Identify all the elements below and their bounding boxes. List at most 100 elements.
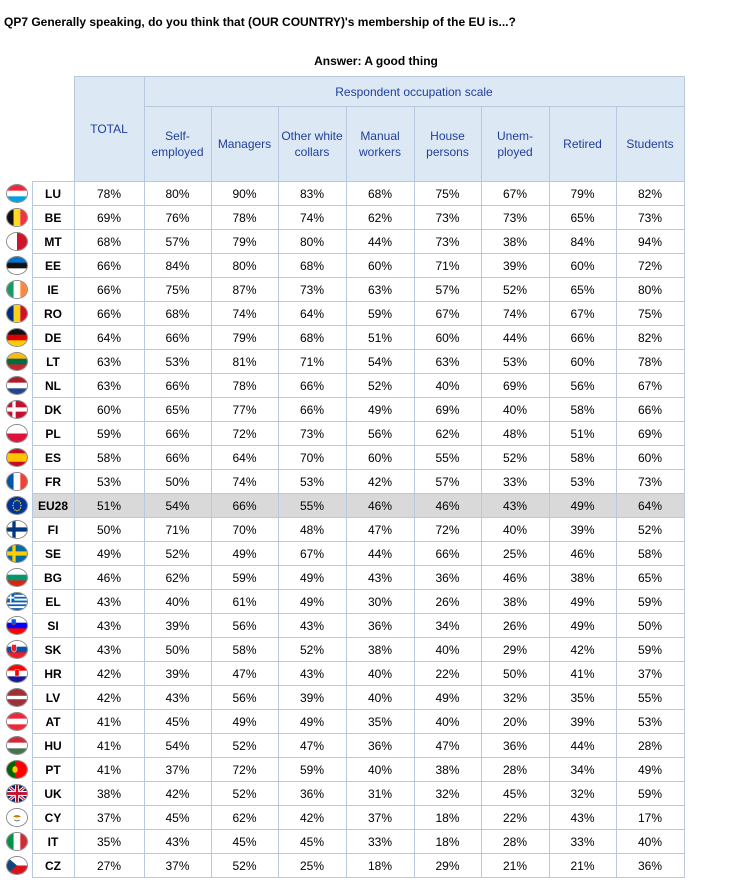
total-value: 66%	[73, 253, 145, 278]
occupation-value: 67%	[277, 541, 347, 566]
eu-flag-icon	[5, 496, 28, 515]
occupation-value: 56%	[345, 421, 415, 446]
flag-cell	[2, 566, 32, 590]
occupation-value: 52%	[277, 637, 347, 662]
lithuania-flag-icon	[5, 352, 28, 371]
table-row: PL 59% 66% 72% 73% 56% 62% 48% 51% 69%	[2, 421, 685, 446]
table-row: LV 42% 43% 56% 39% 40% 49% 32% 35% 55%	[2, 685, 685, 710]
occupation-value: 20%	[480, 709, 550, 734]
occupation-value: 29%	[480, 637, 550, 662]
occupation-value: 53%	[143, 349, 212, 374]
occupation-value: 75%	[413, 181, 482, 206]
flag-cell	[2, 518, 32, 542]
table-row: DE 64% 66% 79% 68% 51% 60% 44% 66% 82%	[2, 325, 685, 350]
flag-cell	[2, 398, 32, 422]
occupation-value: 38%	[548, 565, 617, 590]
occupation-value: 50%	[615, 613, 685, 638]
occupation-value: 43%	[345, 565, 415, 590]
occupation-value: 33%	[548, 829, 617, 854]
occupation-value: 66%	[277, 397, 347, 422]
country-code: BG	[31, 565, 75, 590]
table-row: SI 43% 39% 56% 43% 36% 34% 26% 49% 50%	[2, 613, 685, 638]
occupation-value: 18%	[413, 829, 482, 854]
flag-cell	[2, 350, 32, 374]
header-column-label: workers	[358, 145, 401, 159]
czech-republic-flag-icon	[5, 856, 28, 875]
occupation-value: 40%	[413, 373, 482, 398]
occupation-value: 51%	[548, 421, 617, 446]
occupation-value: 18%	[413, 805, 482, 830]
flag-cell	[2, 662, 32, 686]
flag-cell	[2, 182, 32, 206]
occupation-value: 72%	[210, 757, 279, 782]
table-row: HU 41% 54% 52% 47% 36% 47% 36% 44% 28%	[2, 733, 685, 758]
table-row: AT 41% 45% 49% 49% 35% 40% 20% 39% 53%	[2, 709, 685, 734]
occupation-value: 47%	[210, 661, 279, 686]
total-value: 53%	[73, 469, 145, 494]
country-code: HU	[31, 733, 75, 758]
occupation-value: 36%	[345, 613, 415, 638]
occupation-value: 84%	[143, 253, 212, 278]
occupation-value: 72%	[413, 517, 482, 542]
occupation-value: 67%	[548, 301, 617, 326]
occupation-value: 48%	[480, 421, 550, 446]
header-column: Students	[615, 106, 685, 182]
header-column-label: ployed	[497, 145, 533, 159]
country-code: HR	[31, 661, 75, 686]
occupation-value: 67%	[413, 301, 482, 326]
header-column: Other white collars	[277, 106, 347, 182]
header-corner	[2, 77, 74, 182]
country-code: SK	[31, 637, 75, 662]
header-column-label: Retired	[563, 137, 602, 151]
flag-cell	[2, 230, 32, 254]
occupation-value: 52%	[345, 373, 415, 398]
flag-cell	[2, 638, 32, 662]
occupation-value: 21%	[480, 853, 550, 878]
occupation-value: 53%	[480, 349, 550, 374]
occupation-value: 17%	[615, 805, 685, 830]
occupation-value: 78%	[210, 373, 279, 398]
header-column: House persons	[413, 106, 482, 182]
occupation-value: 70%	[210, 517, 279, 542]
occupation-value: 31%	[345, 781, 415, 806]
table-row: DK 60% 65% 77% 66% 49% 69% 40% 58% 66%	[2, 397, 685, 422]
total-value: 66%	[73, 301, 145, 326]
header-column: Self-employed	[143, 106, 212, 182]
occupation-value: 68%	[345, 181, 415, 206]
occupation-value: 49%	[615, 757, 685, 782]
occupation-value: 59%	[345, 301, 415, 326]
table-row: EL 43% 40% 61% 49% 30% 26% 38% 49% 59%	[2, 589, 685, 614]
occupation-value: 64%	[277, 301, 347, 326]
occupation-value: 55%	[277, 493, 347, 518]
flag-cell	[2, 734, 32, 758]
occupation-value: 26%	[480, 613, 550, 638]
bulgaria-flag-icon	[5, 568, 28, 587]
occupation-value: 76%	[143, 205, 212, 230]
occupation-value: 72%	[615, 253, 685, 278]
country-code: UK	[31, 781, 75, 806]
occupation-value: 28%	[480, 829, 550, 854]
occupation-value: 65%	[615, 565, 685, 590]
total-value: 42%	[73, 685, 145, 710]
header-column: Unem-ployed	[480, 106, 550, 182]
france-flag-icon	[5, 472, 28, 491]
occupation-value: 83%	[277, 181, 347, 206]
occupation-value: 38%	[413, 757, 482, 782]
table-row: BE 69% 76% 78% 74% 62% 73% 73% 65% 73%	[2, 205, 685, 230]
occupation-value: 21%	[548, 853, 617, 878]
country-code: LU	[31, 181, 75, 206]
luxembourg-flag-icon	[5, 184, 28, 203]
occupation-value: 41%	[548, 661, 617, 686]
occupation-value: 69%	[615, 421, 685, 446]
occupation-value: 57%	[143, 229, 212, 254]
country-code: MT	[31, 229, 75, 254]
occupation-value: 18%	[345, 853, 415, 878]
flag-cell	[2, 614, 32, 638]
table-row: UK 38% 42% 52% 36% 31% 32% 45% 32% 59%	[2, 781, 685, 806]
occupation-value: 40%	[413, 709, 482, 734]
occupation-value: 71%	[413, 253, 482, 278]
occupation-value: 49%	[277, 565, 347, 590]
occupation-value: 40%	[345, 685, 415, 710]
occupation-value: 55%	[615, 685, 685, 710]
flag-cell	[2, 686, 32, 710]
